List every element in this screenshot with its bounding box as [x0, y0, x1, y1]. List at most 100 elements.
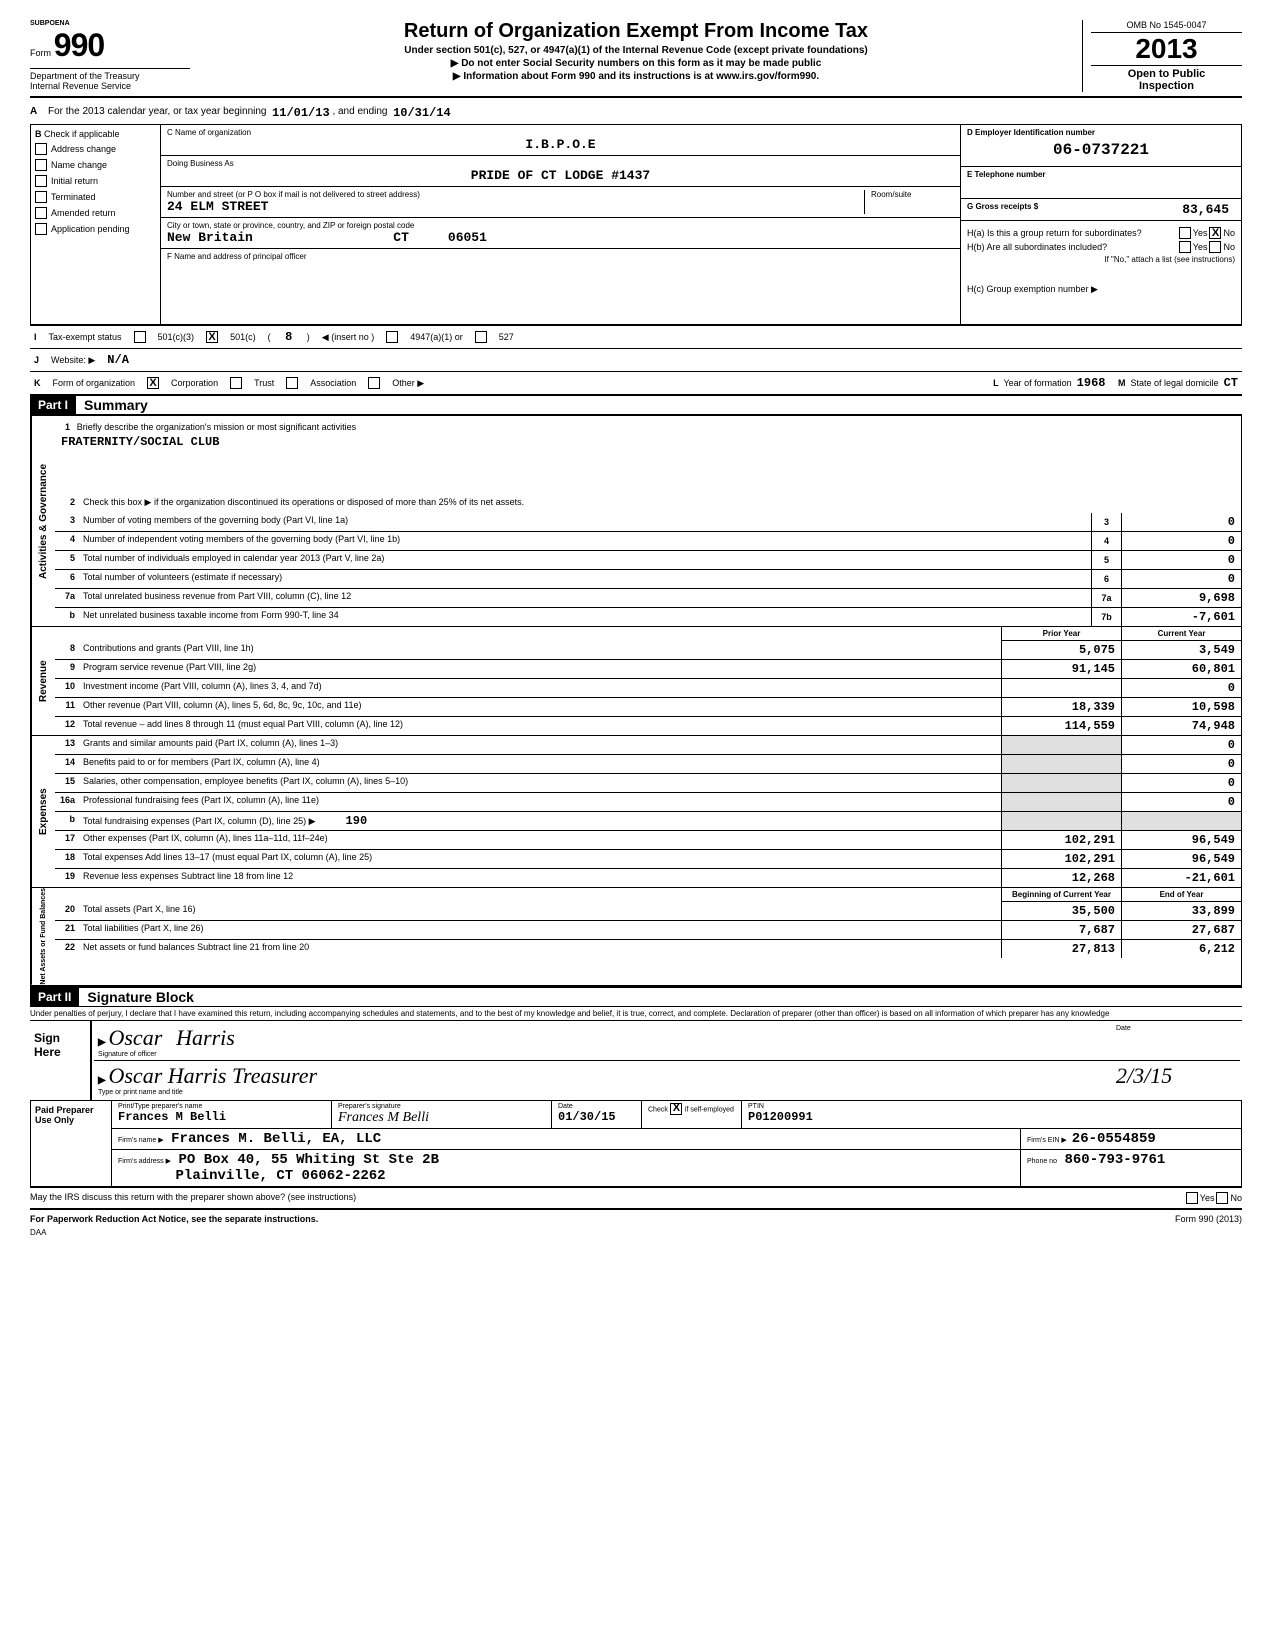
type-print-label: Type or print name and title — [98, 1089, 1096, 1096]
col-b: B Check if applicable Address change Nam… — [31, 125, 161, 324]
line7a-box: 7a — [1091, 589, 1121, 607]
checkbox-name-change[interactable] — [35, 159, 47, 171]
row-a-mid: , and ending — [332, 106, 387, 120]
line4-box: 4 — [1091, 532, 1121, 550]
line10-num: 10 — [55, 679, 79, 697]
firm-addr1: PO Box 40, 55 Whiting St Ste 2B — [179, 1152, 439, 1168]
governance-vert-label: Activities & Governance — [31, 416, 55, 626]
line16a-num: 16a — [55, 793, 79, 811]
domicile-label: State of legal domicile — [1131, 378, 1219, 388]
line13-num: 13 — [55, 736, 79, 754]
prep-date: 01/30/15 — [558, 1110, 635, 1124]
label-initial-return: Initial return — [51, 176, 98, 186]
year-form-value: 1968 — [1077, 376, 1106, 390]
line8-num: 8 — [55, 641, 79, 659]
self-employed-checkbox[interactable]: X — [670, 1103, 682, 1115]
begin-date: 11/01/13 — [272, 106, 330, 120]
other-checkbox[interactable] — [368, 377, 380, 389]
governance-block: Activities & Governance 1 Briefly descri… — [30, 415, 1242, 627]
line20-cur: 33,899 — [1121, 902, 1241, 920]
line3-text: Number of voting members of the governin… — [79, 513, 1091, 531]
discuss-no: No — [1230, 1193, 1242, 1203]
phone-value: 860-793-9761 — [1065, 1152, 1166, 1168]
checkbox-amended[interactable] — [35, 207, 47, 219]
g-label: G Gross receipts $ — [967, 202, 1182, 217]
501c3-checkbox[interactable] — [134, 331, 146, 343]
trust-checkbox[interactable] — [230, 377, 242, 389]
title-box: Return of Organization Exempt From Incom… — [200, 20, 1072, 82]
tax-exempt-label: Tax-exempt status — [49, 332, 122, 342]
assoc-checkbox[interactable] — [286, 377, 298, 389]
501c-label: 501(c) — [230, 332, 256, 342]
line7a-num: 7a — [55, 589, 79, 607]
4947-checkbox[interactable] — [386, 331, 398, 343]
h-block: H(a) Is this a group return for subordin… — [961, 221, 1241, 301]
line8-cur: 3,549 — [1121, 641, 1241, 659]
part2-header: Part II Signature Block — [30, 986, 1242, 1007]
form-label: Form — [30, 48, 51, 58]
checkbox-pending[interactable] — [35, 223, 47, 235]
501c-checkbox[interactable]: X — [206, 331, 218, 343]
line16a-prior — [1001, 793, 1121, 811]
row-a: A For the 2013 calendar year, or tax yea… — [30, 102, 1242, 124]
line16b-cur — [1121, 812, 1241, 830]
hb-no: No — [1223, 242, 1235, 252]
line16b-text: Total fundraising expenses (Part IX, col… — [79, 812, 1001, 830]
line16a-cur: 0 — [1121, 793, 1241, 811]
part1-title: Summary — [84, 397, 148, 413]
row-a-label: A — [30, 106, 48, 120]
end-year-header: End of Year — [1121, 888, 1241, 902]
line5-num: 5 — [55, 551, 79, 569]
line6-text: Total number of volunteers (estimate if … — [79, 570, 1091, 588]
line4-text: Number of independent voting members of … — [79, 532, 1091, 550]
checkbox-address-change[interactable] — [35, 143, 47, 155]
firm-ein: 26-0554859 — [1072, 1131, 1156, 1147]
perjury-declaration: Under penalties of perjury, I declare th… — [30, 1007, 1242, 1020]
checkbox-terminated[interactable] — [35, 191, 47, 203]
discuss-yes: Yes — [1200, 1193, 1215, 1203]
501c3-label: 501(c)(3) — [158, 332, 195, 342]
ha-yes-checkbox[interactable] — [1179, 227, 1191, 239]
line6-val: 0 — [1121, 570, 1241, 588]
527-checkbox[interactable] — [475, 331, 487, 343]
line17-cur: 96,549 — [1121, 831, 1241, 849]
sign-date-value: 2/3/15 — [1116, 1063, 1172, 1088]
revenue-vert-label: Revenue — [31, 627, 55, 735]
501c-number: 8 — [285, 330, 292, 344]
officer-name-title: Oscar Harris Treasurer — [108, 1063, 317, 1088]
line13-cur: 0 — [1121, 736, 1241, 754]
ha-no-checkbox[interactable]: X — [1209, 227, 1221, 239]
corp-checkbox[interactable]: X — [147, 377, 159, 389]
expenses-block: Expenses 13Grants and similar amounts pa… — [30, 736, 1242, 888]
line17-text: Other expenses (Part IX, column (A), lin… — [79, 831, 1001, 849]
instruction-line-1: ▶ Do not enter Social Security numbers o… — [210, 58, 1062, 69]
line19-cur: -21,601 — [1121, 869, 1241, 887]
other-label: Other ▶ — [392, 378, 424, 389]
gross-receipts: 83,645 — [1182, 202, 1235, 217]
hb-yes-checkbox[interactable] — [1179, 241, 1191, 253]
hb-label: H(b) Are all subordinates included? — [967, 242, 1107, 252]
line17-num: 17 — [55, 831, 79, 849]
year-form-label: Year of formation — [1003, 378, 1071, 388]
netassets-vert-label: Net Assets or Fund Balances — [31, 888, 55, 985]
line7b-val: -7,601 — [1121, 608, 1241, 626]
discuss-no-checkbox[interactable] — [1216, 1192, 1228, 1204]
subtitle: Under section 501(c), 527, or 4947(a)(1)… — [210, 45, 1062, 56]
line15-prior — [1001, 774, 1121, 792]
line18-cur: 96,549 — [1121, 850, 1241, 868]
line22-cur: 6,212 — [1121, 940, 1241, 958]
identity-section: B Check if applicable Address change Nam… — [30, 124, 1242, 325]
dept-irs: Internal Revenue Service — [30, 81, 190, 91]
footer-row: For Paperwork Reduction Act Notice, see … — [30, 1210, 1242, 1228]
line22-num: 22 — [55, 940, 79, 958]
form-footer: Form 990 (2013) — [1175, 1214, 1242, 1224]
line4-num: 4 — [55, 532, 79, 550]
line7b-box: 7b — [1091, 608, 1121, 626]
paid-label: Paid Preparer Use Only — [31, 1101, 111, 1186]
officer-signature-1: Oscar — [108, 1025, 162, 1050]
discuss-yes-checkbox[interactable] — [1186, 1192, 1198, 1204]
may-discuss-row: May the IRS discuss this return with the… — [30, 1187, 1242, 1210]
hb-no-checkbox[interactable] — [1209, 241, 1221, 253]
checkbox-initial-return[interactable] — [35, 175, 47, 187]
line19-num: 19 — [55, 869, 79, 887]
